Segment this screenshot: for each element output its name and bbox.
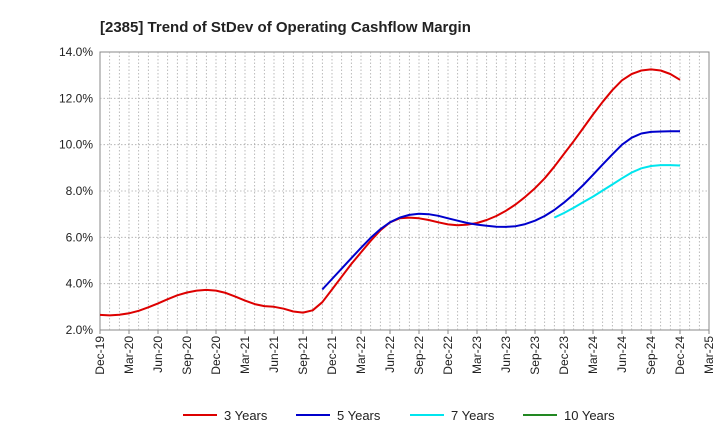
x-tick-label: Dec-20 <box>209 336 223 375</box>
x-tick-label: Mar-24 <box>586 336 600 374</box>
legend-label-5-years: 5 Years <box>337 408 381 423</box>
x-tick-label: Dec-22 <box>441 336 455 375</box>
x-tick-label: Mar-20 <box>122 336 136 374</box>
legend-label-10-years: 10 Years <box>564 408 615 423</box>
chart-title: [2385] Trend of StDev of Operating Cashf… <box>100 19 471 36</box>
y-tick-label: 14.0% <box>59 45 93 59</box>
x-tick-label: Jun-22 <box>383 336 397 373</box>
y-tick-label: 6.0% <box>66 230 94 244</box>
x-tick-label: Jun-20 <box>151 336 165 373</box>
y-tick-label: 12.0% <box>59 91 93 105</box>
x-tick-label: Sep-22 <box>412 336 426 375</box>
x-tick-label: Dec-23 <box>557 336 571 375</box>
x-tick-label: Jun-21 <box>267 336 281 373</box>
x-tick-label: Mar-23 <box>470 336 484 374</box>
y-tick-label: 8.0% <box>66 184 94 198</box>
series-line-5-years <box>321 130 680 291</box>
legend-label-3-years: 3 Years <box>224 408 268 423</box>
x-tick-label: Mar-25 <box>702 336 716 374</box>
x-tick-label: Jun-24 <box>615 336 629 373</box>
legend: 3 Years 5 Years 7 Years 10 Years <box>183 408 615 423</box>
x-tick-label: Sep-21 <box>296 336 310 375</box>
x-tick-label: Sep-24 <box>644 336 658 375</box>
y-tick-label: 4.0% <box>66 277 94 291</box>
x-tick-label: Mar-21 <box>238 336 252 374</box>
series-line-7-years <box>553 164 681 219</box>
x-tick-label: Dec-21 <box>325 336 339 375</box>
y-axis: 2.0% 4.0% 6.0% 8.0% 10.0% 12.0% 14.0% <box>59 45 93 337</box>
legend-label-7-years: 7 Years <box>451 408 495 423</box>
y-tick-label: 10.0% <box>59 138 93 152</box>
x-axis: Dec-19 Mar-20 Jun-20 Sep-20 Dec-20 Mar-21 Jun-… <box>93 330 716 375</box>
y-tick-label: 2.0% <box>66 323 94 337</box>
series-lines <box>99 68 681 317</box>
x-tick-label: Mar-22 <box>354 336 368 374</box>
x-tick-label: Dec-24 <box>673 336 687 375</box>
x-tick-label: Sep-23 <box>528 336 542 375</box>
x-tick-label: Dec-19 <box>93 336 107 375</box>
x-tick-label: Jun-23 <box>499 336 513 373</box>
grid <box>100 52 709 330</box>
x-tick-label: Sep-20 <box>180 336 194 375</box>
